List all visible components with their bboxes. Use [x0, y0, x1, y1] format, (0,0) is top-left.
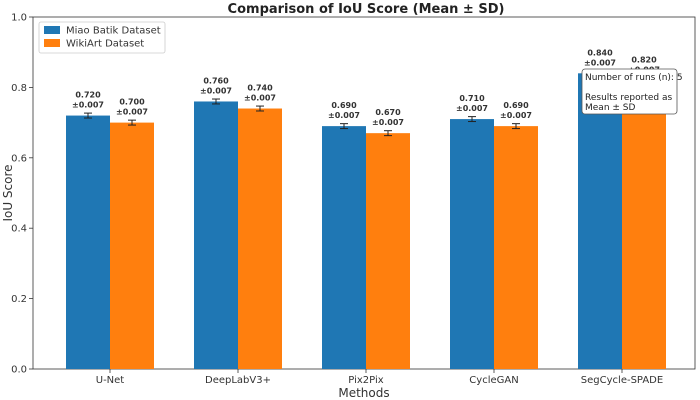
annotation-line-1: Number of runs (n): 5 — [585, 73, 683, 83]
value-label: 0.710 — [459, 94, 485, 103]
x-tick-label: SegCycle-SPADE — [581, 375, 663, 386]
annotation-frame — [581, 68, 678, 115]
error-label: ±0.007 — [72, 101, 104, 110]
error-label: ±0.007 — [500, 111, 532, 120]
bar — [194, 101, 238, 369]
value-label: 0.820 — [631, 55, 657, 64]
legend: Miao Batik Dataset WikiArt Dataset — [38, 21, 166, 54]
x-axis: U-Net DeepLabV3+ Pix2Pix CycleGAN SegCycle-S… — [96, 369, 663, 386]
value-label: 0.740 — [247, 84, 273, 93]
y-tick-label: 0.2 — [11, 294, 27, 305]
x-tick-label: Pix2Pix — [348, 375, 383, 386]
bar — [66, 115, 110, 369]
error-label: ±0.007 — [244, 94, 276, 103]
bar — [578, 73, 622, 369]
legend-swatch-miao — [44, 26, 60, 34]
error-label: ±0.007 — [372, 118, 404, 127]
x-tick-label: DeepLabV3+ — [205, 375, 271, 386]
annotation-box: Number of runs (n): 5 Results reported a… — [581, 68, 683, 115]
bar — [494, 126, 538, 370]
bar — [450, 119, 494, 369]
bar — [110, 122, 154, 369]
error-label: ±0.007 — [584, 58, 616, 67]
x-tick-label: U-Net — [96, 375, 125, 386]
bar — [366, 133, 410, 369]
value-label: 0.670 — [375, 108, 401, 117]
bars — [66, 70, 666, 370]
bar — [622, 80, 666, 370]
value-label: 0.690 — [503, 101, 529, 110]
y-tick-label: 0.0 — [11, 365, 27, 376]
annotation-line-2: Results reported as — [585, 93, 672, 103]
y-axis-label: IoU Score — [1, 164, 15, 221]
legend-swatch-wikiart — [44, 39, 60, 47]
data-labels: 0.720±0.0070.760±0.0070.690±0.0070.710±0… — [72, 48, 660, 127]
bar — [238, 108, 282, 370]
value-label: 0.700 — [119, 98, 145, 107]
y-axis: 0.0 0.2 0.4 0.6 0.8 1.0 — [11, 13, 33, 376]
error-label: ±0.007 — [456, 104, 488, 113]
legend-label-wikiart: WikiArt Dataset — [66, 39, 144, 50]
error-label: ±0.007 — [116, 108, 148, 117]
bar — [322, 126, 366, 370]
chart-title: Comparison of IoU Score (Mean ± SD) — [228, 2, 505, 17]
y-tick-label: 0.6 — [11, 153, 27, 164]
x-tick-label: CycleGAN — [469, 375, 518, 386]
legend-label-miao: Miao Batik Dataset — [66, 26, 161, 37]
y-tick-label: 0.4 — [11, 224, 27, 235]
legend-box — [38, 21, 166, 54]
x-axis-label: Methods — [338, 386, 389, 400]
error-label: ±0.007 — [328, 111, 360, 120]
value-label: 0.690 — [331, 101, 357, 110]
y-tick-label: 0.8 — [11, 83, 27, 94]
annotation-line-3: Mean ± SD — [585, 103, 635, 113]
value-label: 0.840 — [587, 48, 613, 57]
error-label: ±0.007 — [200, 86, 232, 95]
value-label: 0.720 — [75, 91, 101, 100]
y-tick-label: 1.0 — [11, 13, 27, 24]
value-label: 0.760 — [203, 76, 229, 85]
